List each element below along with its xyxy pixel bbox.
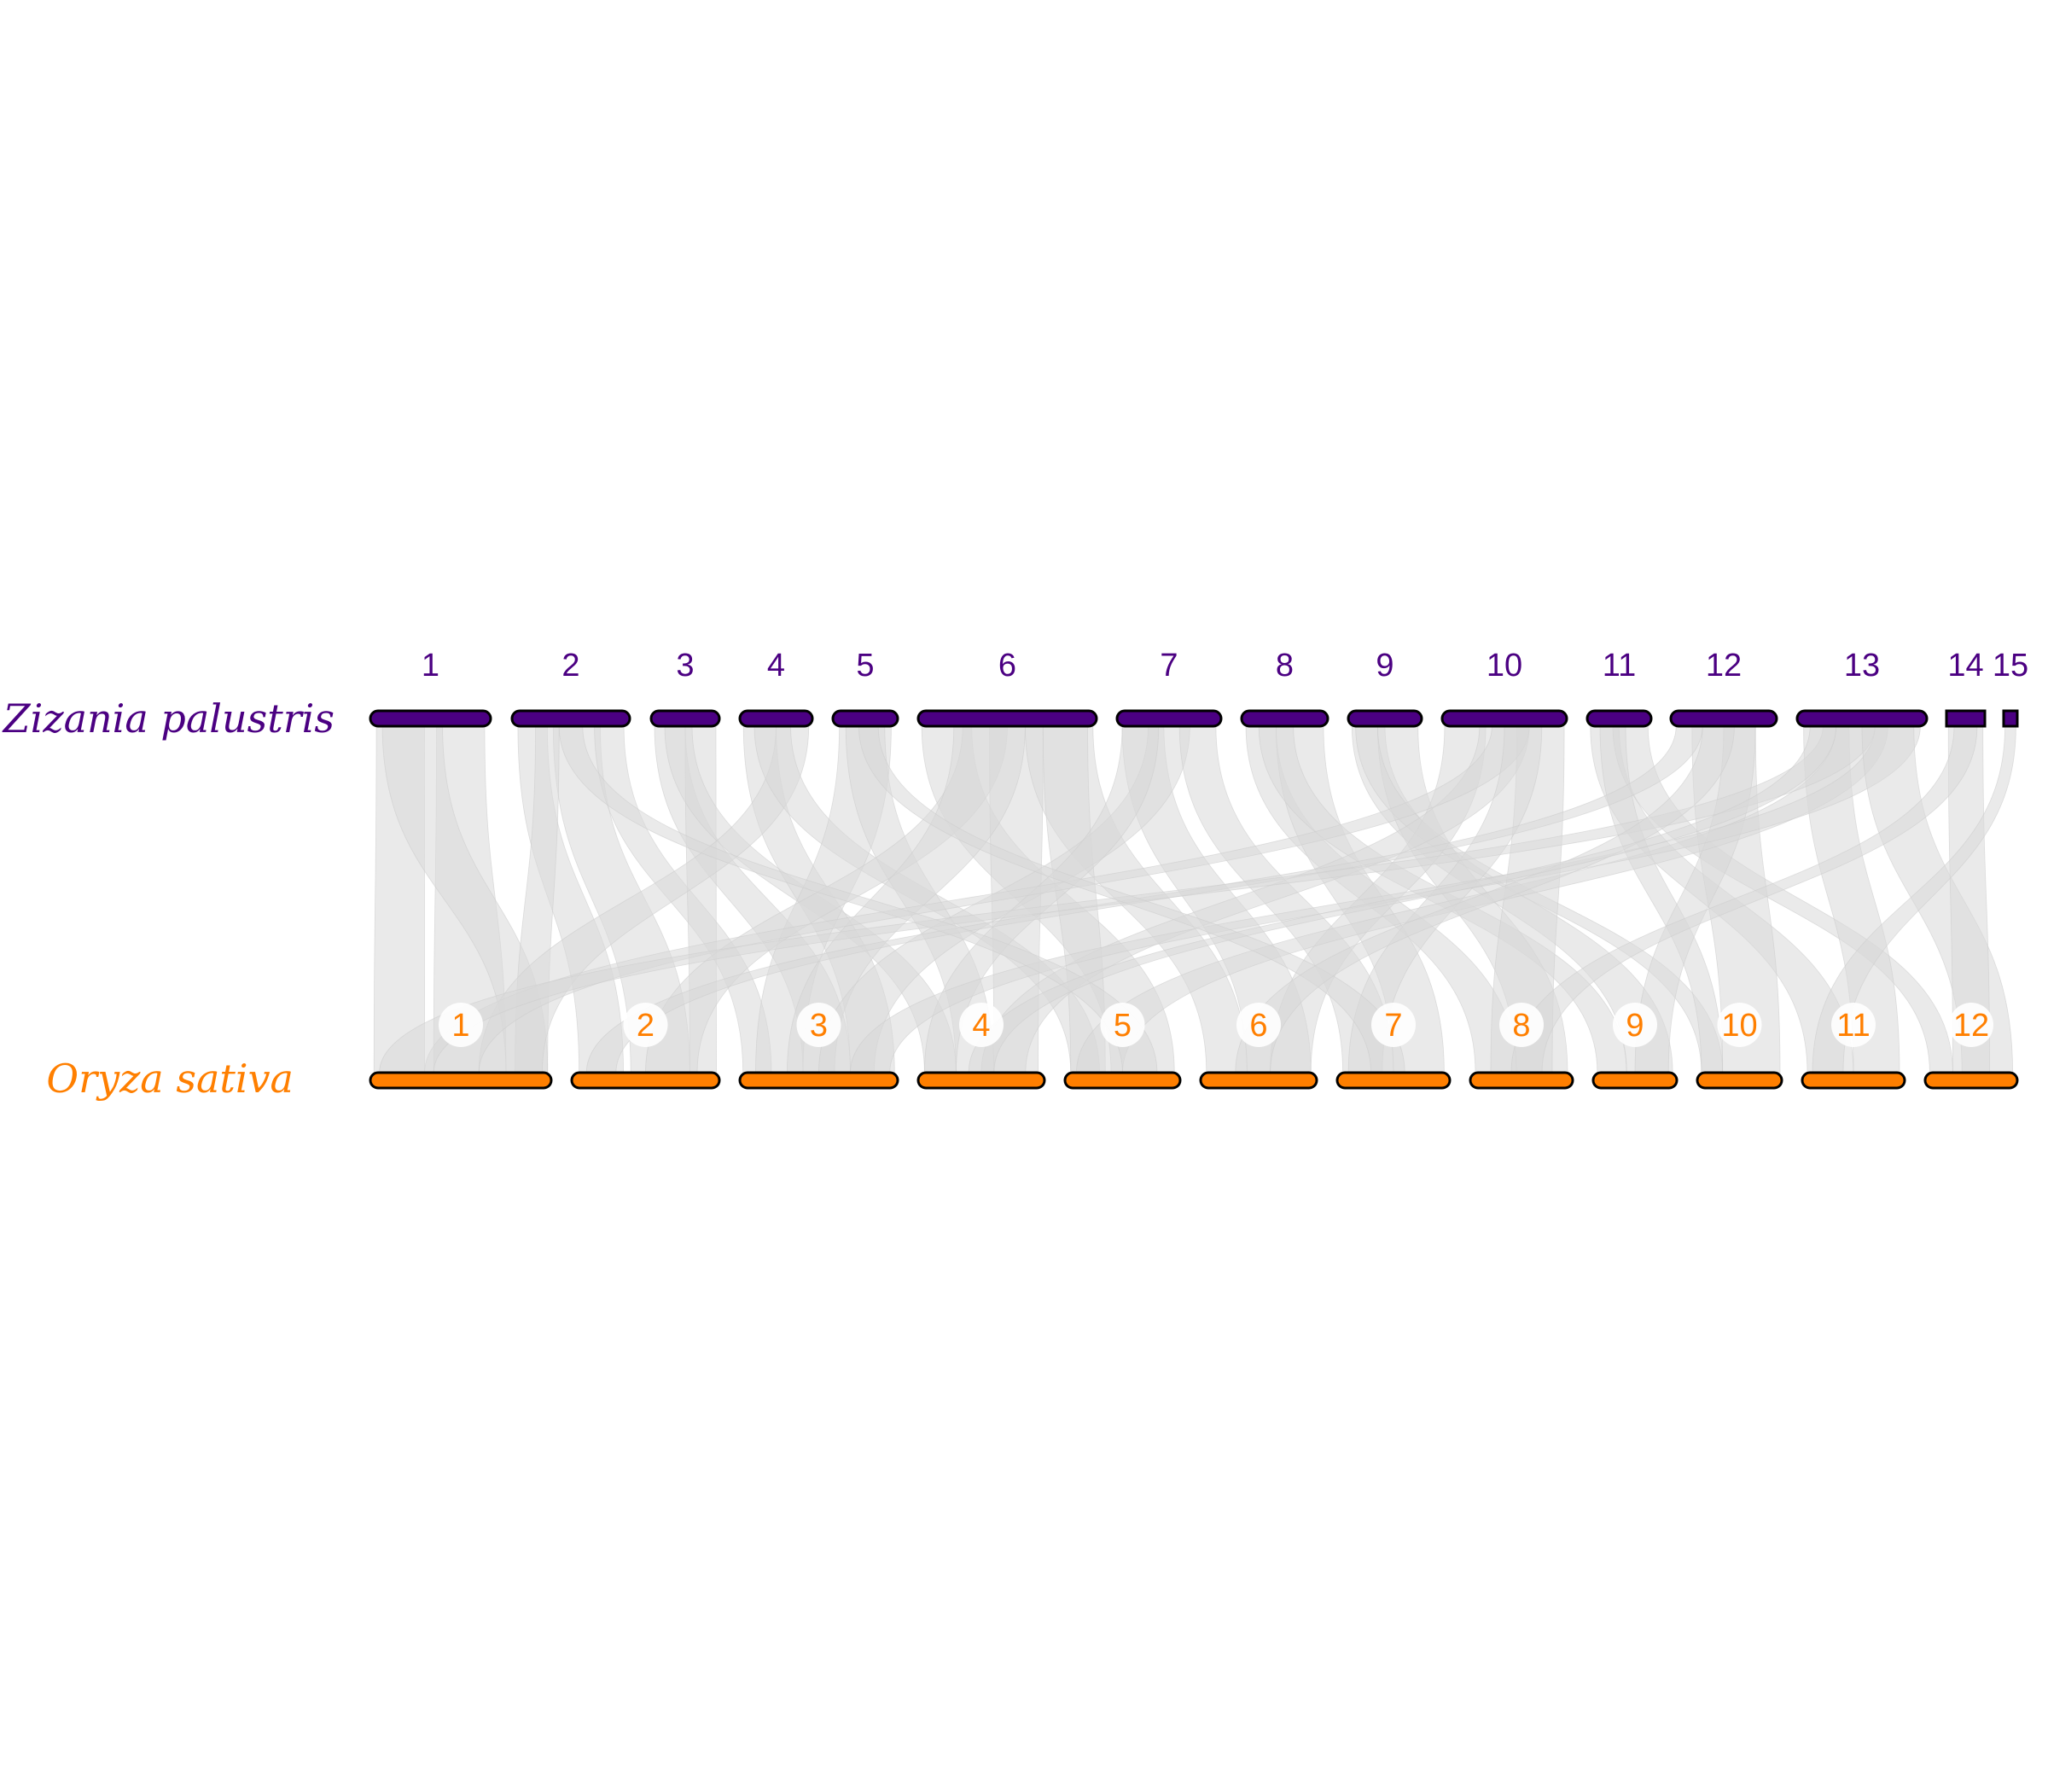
top-chromosome-label-2: 2 — [561, 648, 579, 684]
bottom-chromosome-9 — [1591, 1071, 1679, 1090]
bottom-chromosome-label-halo — [1236, 1003, 1281, 1047]
bottom-chromosome-6 — [1199, 1071, 1318, 1090]
top-chromosome-11 — [1585, 709, 1653, 728]
top-species-label: Zizania palustris — [2, 695, 335, 742]
top-chromosome-13 — [1795, 709, 1929, 728]
top-chromosome-4 — [738, 709, 814, 728]
bottom-chromosome-label-halo — [1100, 1003, 1145, 1047]
top-chromosome-9 — [1347, 709, 1423, 728]
top-chromosome-label-10: 10 — [1487, 648, 1522, 684]
top-chromosome-label-5: 5 — [856, 648, 874, 684]
bottom-genome-chromosomes — [369, 1071, 2019, 1090]
top-chromosome-1 — [369, 709, 492, 728]
top-chromosome-15 — [2002, 709, 2019, 728]
top-chromosome-label-15: 15 — [1993, 648, 2028, 684]
top-chromosome-10 — [1440, 709, 1568, 728]
bottom-chromosome-5 — [1063, 1071, 1182, 1090]
bottom-chromosome-3 — [738, 1071, 899, 1090]
bottom-chromosome-label-5: 5 — [1114, 1008, 1132, 1044]
bottom-chromosome-label-4: 4 — [972, 1008, 990, 1044]
bottom-chromosome-label-9: 9 — [1626, 1008, 1644, 1044]
top-chromosome-label-13: 13 — [1844, 648, 1880, 684]
top-chromosome-label-3: 3 — [676, 648, 694, 684]
bottom-chromosome-label-halo — [1717, 1003, 1762, 1047]
bottom-chromosome-label-halo — [1949, 1003, 1993, 1047]
top-chromosome-label-11: 11 — [1603, 648, 1636, 684]
synteny-links — [373, 725, 2016, 1073]
top-chromosome-3 — [649, 709, 721, 728]
top-chromosome-12 — [1669, 709, 1778, 728]
bottom-chromosome-label-2: 2 — [637, 1008, 655, 1044]
bottom-chromosome-label-halo — [1371, 1003, 1416, 1047]
bottom-species-label: Oryza sativa — [46, 1056, 294, 1102]
bottom-chromosome-label-halo — [1613, 1003, 1657, 1047]
bottom-chromosome-label-6: 6 — [1249, 1008, 1267, 1044]
top-chromosome-label-12: 12 — [1706, 648, 1742, 684]
bottom-chromosome-label-halo — [796, 1003, 841, 1047]
chromosome-labels: 1 2 3 4 5 6 7 8 9 10 11 12 13 14 151 2 3 4 5 6 7 8 9 10 11 12 — [422, 648, 2028, 1047]
top-chromosome-label-9: 9 — [1376, 648, 1393, 684]
bottom-chromosome-label-halo — [1499, 1003, 1544, 1047]
top-chromosome-label-1: 1 — [422, 648, 439, 684]
bottom-chromosome-10 — [1696, 1071, 1783, 1090]
bottom-chromosome-label-halo — [1831, 1003, 1876, 1047]
top-genome-chromosomes — [369, 709, 2019, 728]
bottom-chromosome-label-halo — [623, 1003, 668, 1047]
bottom-chromosome-label-halo — [439, 1003, 483, 1047]
bottom-chromosome-7 — [1335, 1071, 1452, 1090]
top-chromosome-5 — [831, 709, 899, 728]
bottom-chromosome-label-8: 8 — [1512, 1008, 1530, 1044]
bottom-chromosome-label-halo — [959, 1003, 1004, 1047]
top-chromosome-7 — [1115, 709, 1223, 728]
bottom-chromosome-1 — [369, 1071, 553, 1090]
top-chromosome-14 — [1945, 709, 1987, 728]
top-chromosome-label-6: 6 — [998, 648, 1016, 684]
bottom-chromosome-label-1: 1 — [451, 1008, 469, 1044]
bottom-chromosome-label-3: 3 — [810, 1008, 828, 1044]
bottom-chromosome-12 — [1923, 1071, 2019, 1090]
top-chromosome-label-4: 4 — [767, 648, 785, 684]
bottom-chromosome-8 — [1469, 1071, 1574, 1090]
bottom-chromosome-4 — [916, 1071, 1046, 1090]
bottom-chromosome-label-10: 10 — [1721, 1008, 1757, 1044]
top-chromosome-label-8: 8 — [1276, 648, 1294, 684]
bottom-chromosome-11 — [1801, 1071, 1906, 1090]
top-chromosome-6 — [916, 709, 1098, 728]
bottom-chromosome-label-11: 11 — [1836, 1008, 1870, 1044]
top-chromosome-2 — [510, 709, 631, 728]
bottom-chromosome-2 — [570, 1071, 721, 1090]
bottom-chromosome-label-7: 7 — [1384, 1008, 1402, 1044]
top-chromosome-8 — [1240, 709, 1329, 728]
top-chromosome-label-14: 14 — [1947, 648, 1983, 684]
bottom-chromosome-label-12: 12 — [1953, 1008, 1989, 1044]
top-chromosome-label-7: 7 — [1160, 648, 1178, 684]
